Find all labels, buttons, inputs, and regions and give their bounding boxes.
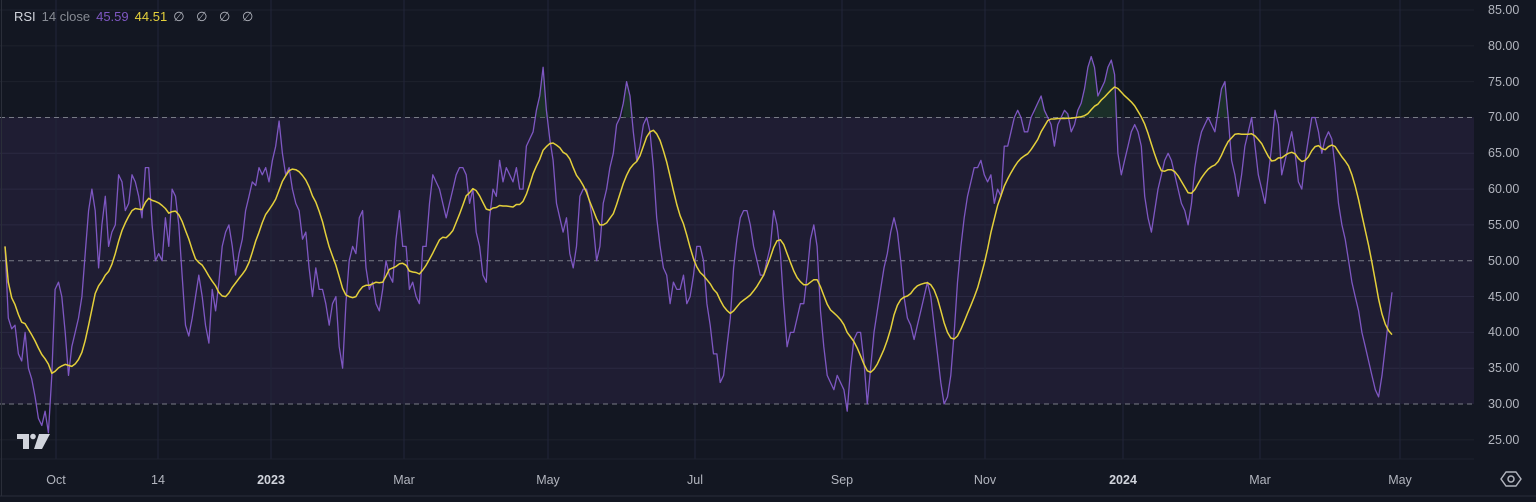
y-axis-label: 60.00: [1488, 182, 1520, 197]
y-axis-label: 45.00: [1488, 289, 1520, 304]
x-axis-label: 2024: [1109, 473, 1137, 487]
overbought-fill: [536, 56, 1279, 118]
y-axis-label: 30.00: [1488, 397, 1520, 412]
y-axis-label: 70.00: [1488, 110, 1520, 125]
x-axis-label: May: [1388, 473, 1412, 487]
indicator-legend[interactable]: RSI 14 close 45.59 44.51 ∅ ∅ ∅ ∅: [14, 9, 257, 25]
y-axis-label: 85.00: [1488, 3, 1520, 17]
x-axis-label: 2023: [257, 473, 285, 487]
x-axis-label: Jul: [687, 473, 703, 487]
settings-gear-icon[interactable]: [1500, 468, 1522, 490]
y-axis-label: 25.00: [1488, 432, 1520, 447]
x-axis-label: May: [536, 473, 560, 487]
tradingview-logo-icon[interactable]: [17, 433, 51, 451]
y-axis-label: 40.00: [1488, 325, 1520, 340]
grid-lines: [0, 0, 1474, 459]
rsi-ma-line[interactable]: [4, 86, 1393, 375]
y-axis-label: 35.00: [1488, 361, 1520, 376]
rsi-value: 45.59: [96, 9, 129, 24]
y-axis-label: 75.00: [1488, 74, 1520, 89]
y-axis-label: 80.00: [1488, 38, 1520, 53]
ma-value: 44.51: [134, 9, 168, 24]
x-axis-label: Oct: [46, 473, 66, 487]
price-scale[interactable]: [1474, 0, 1536, 502]
x-axis-label: 14: [151, 473, 165, 487]
x-axis-label: Mar: [1249, 473, 1271, 487]
y-axis-label: 65.00: [1488, 146, 1520, 161]
rsi-line[interactable]: [4, 55, 1393, 434]
y-axis-label: 50.00: [1488, 253, 1520, 268]
x-axis-label: Mar: [393, 473, 415, 487]
x-axis-label: Sep: [830, 473, 854, 487]
indicator-name: RSI: [14, 9, 36, 24]
y-axis-label: 55.00: [1488, 217, 1520, 232]
x-axis-label: Nov: [973, 473, 997, 487]
empty-values: ∅ ∅ ∅ ∅: [173, 9, 258, 24]
indicator-params: 14 close: [41, 9, 91, 24]
